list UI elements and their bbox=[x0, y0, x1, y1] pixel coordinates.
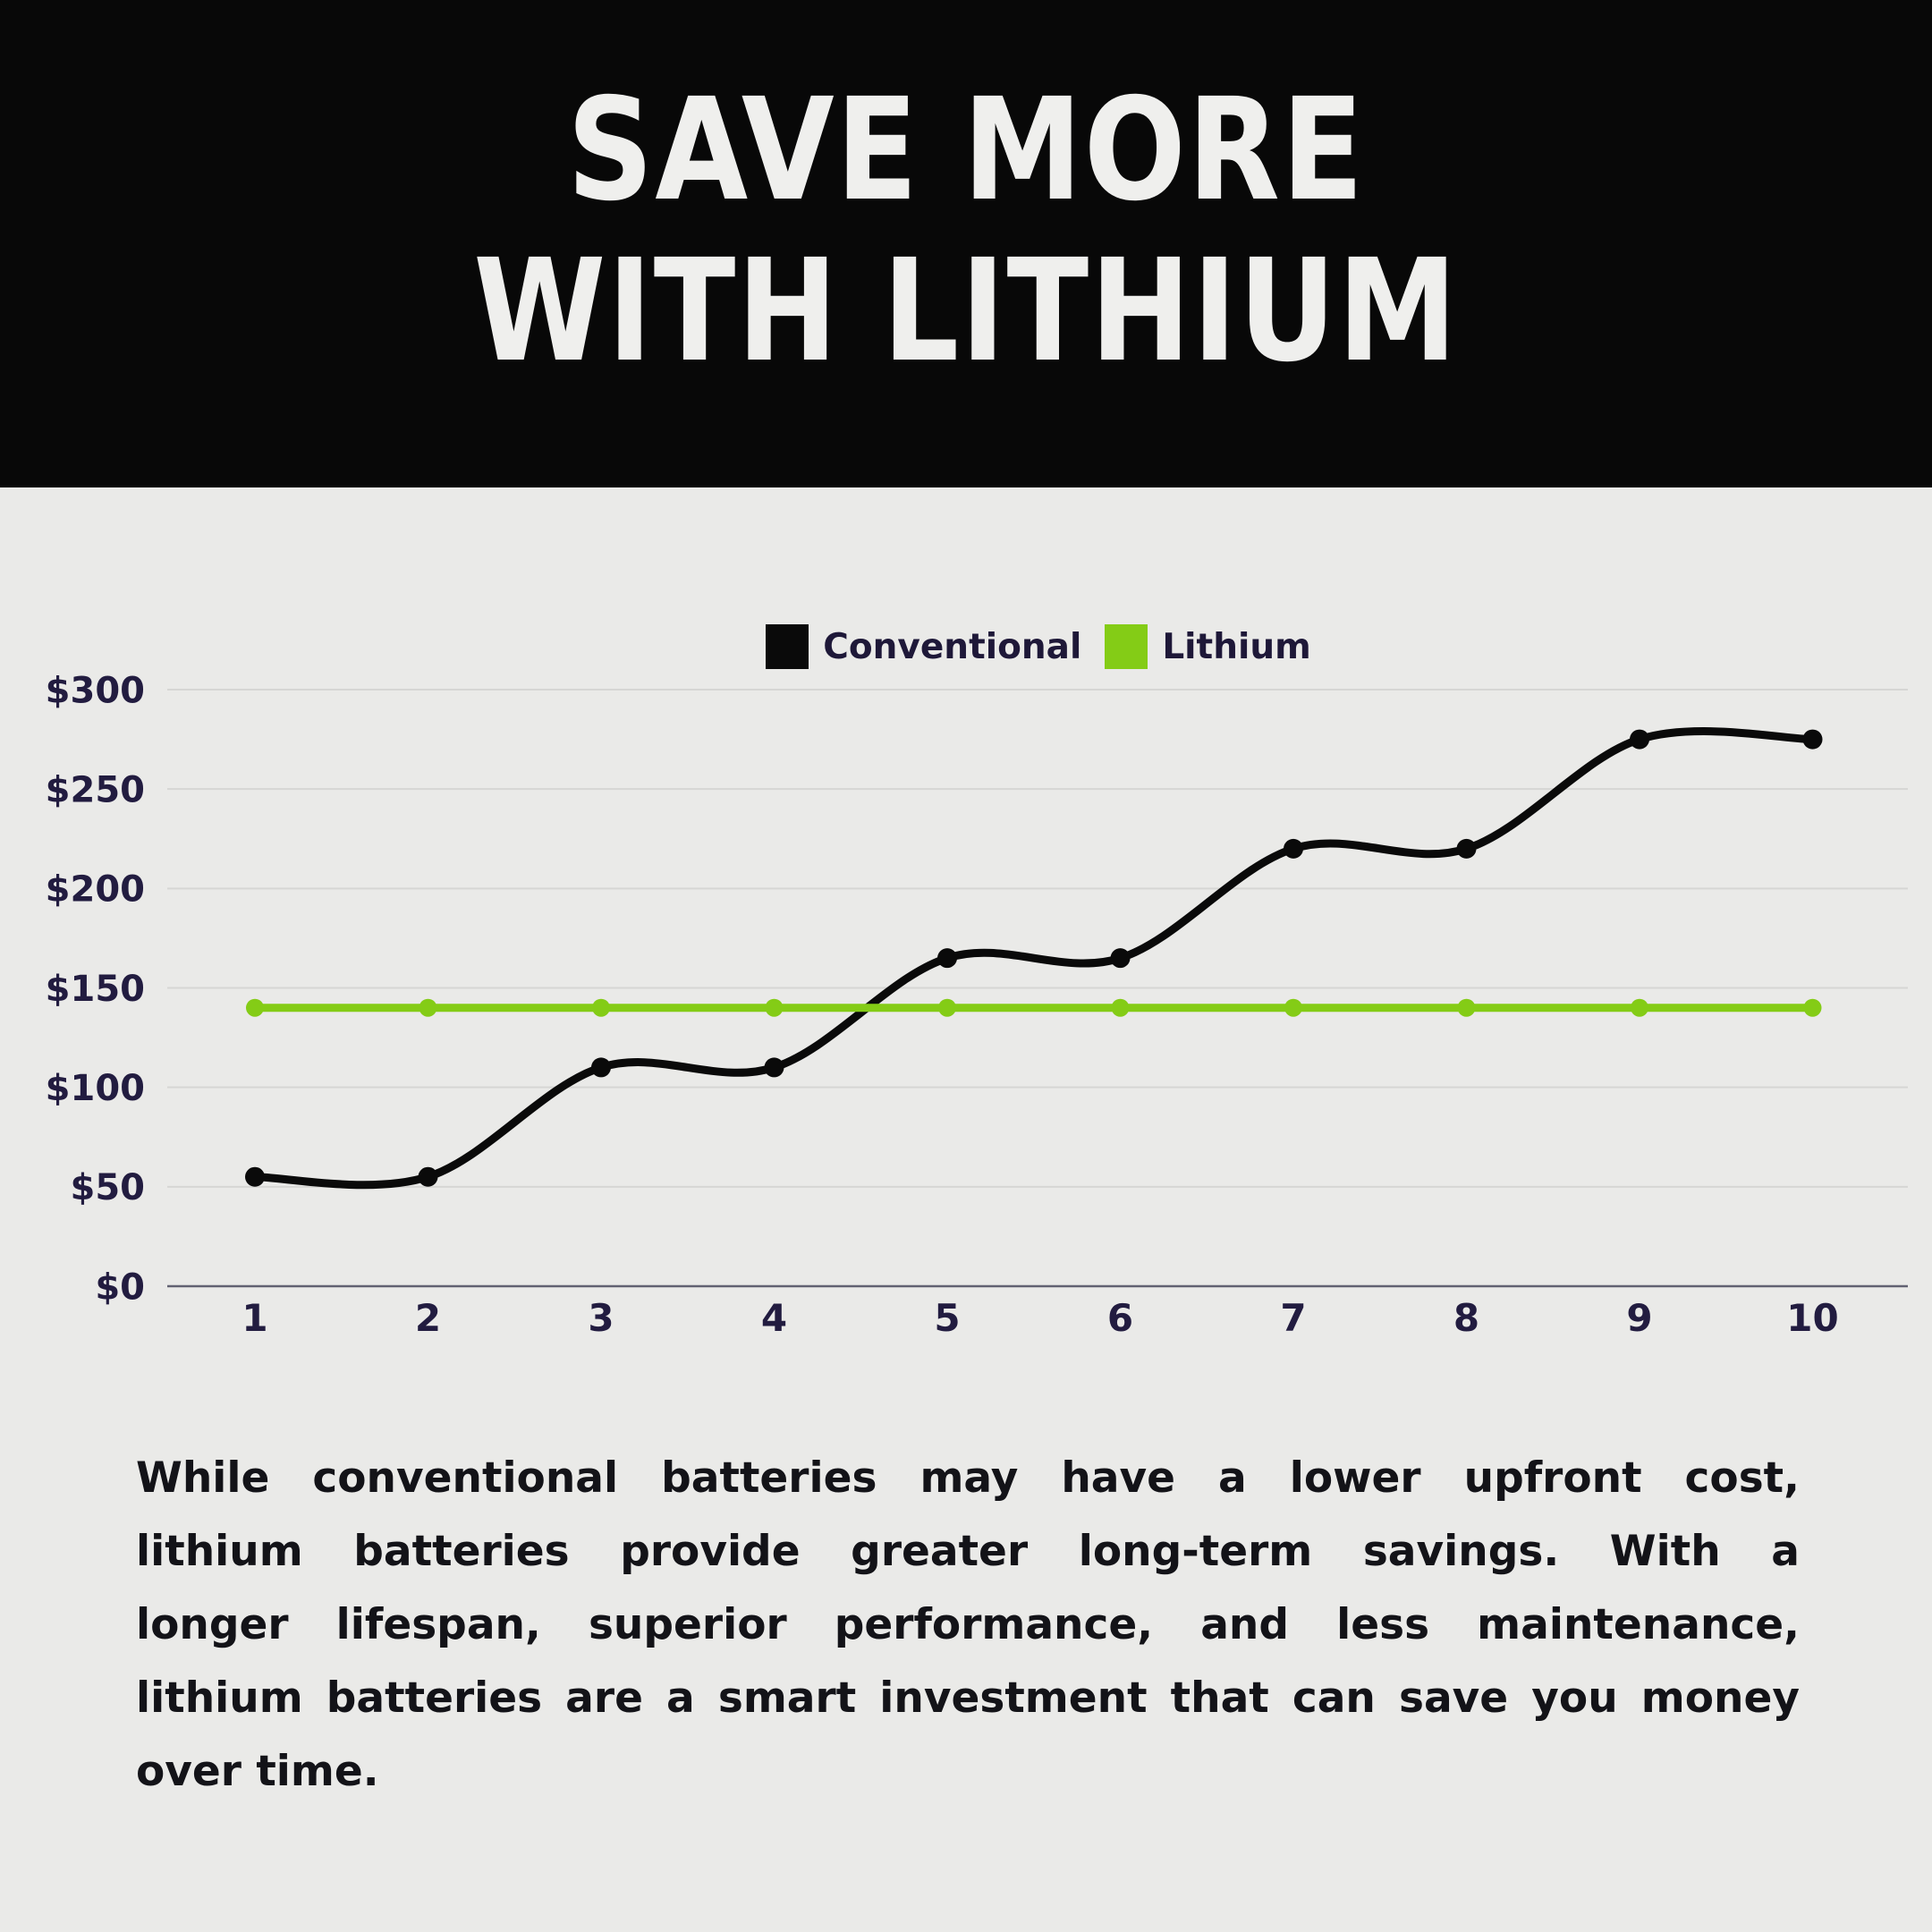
x-axis-label: 4 bbox=[761, 1296, 787, 1340]
conventional-data-point bbox=[1456, 838, 1477, 859]
page-title: SAVE MORE WITH LITHIUM bbox=[145, 70, 1787, 392]
conventional-data-point bbox=[245, 1166, 265, 1187]
body-line-1: While conventional batteries may have a … bbox=[136, 1453, 1800, 1503]
conventional-data-point bbox=[1630, 729, 1649, 750]
x-axis-label: 9 bbox=[1626, 1296, 1652, 1340]
lithium-data-point bbox=[938, 998, 956, 1017]
conventional-swatch bbox=[766, 624, 809, 669]
y-axis-label: $50 bbox=[71, 1167, 146, 1208]
x-axis-label: 2 bbox=[415, 1296, 441, 1340]
y-axis-label: $250 bbox=[46, 770, 145, 811]
header-banner: SAVE MORE WITH LITHIUM bbox=[0, 0, 1932, 487]
lithium-data-point bbox=[246, 998, 264, 1017]
x-axis-label: 7 bbox=[1280, 1296, 1306, 1340]
lithium-swatch bbox=[1105, 624, 1148, 669]
legend-item-lithium: Lithium bbox=[1105, 624, 1311, 669]
body-line-5: over time. bbox=[136, 1747, 379, 1796]
lithium-data-point bbox=[1111, 998, 1130, 1017]
x-axis-label: 3 bbox=[588, 1296, 614, 1340]
y-axis-label: $300 bbox=[46, 670, 145, 711]
body-paragraph: While conventional batteries may have a … bbox=[136, 1442, 1800, 1809]
title-line-1: SAVE MORE bbox=[566, 68, 1366, 233]
body-line-2: lithium batteries provide greater long-t… bbox=[136, 1527, 1800, 1576]
x-axis-label: 6 bbox=[1107, 1296, 1133, 1340]
x-axis-label: 1 bbox=[242, 1296, 267, 1340]
title-line-2: WITH LITHIUM bbox=[473, 229, 1459, 394]
lithium-data-point bbox=[1803, 998, 1822, 1017]
chart-legend: Conventional Lithium bbox=[0, 624, 1932, 669]
conventional-line bbox=[250, 727, 1817, 1190]
lithium-data-point bbox=[592, 998, 610, 1017]
x-axis-label: 8 bbox=[1453, 1296, 1479, 1340]
conventional-data-point bbox=[1284, 838, 1303, 859]
conventional-data-point bbox=[937, 948, 957, 969]
legend-label-lithium: Lithium bbox=[1162, 626, 1311, 667]
legend-label-conventional: Conventional bbox=[823, 626, 1082, 667]
lithium-data-point bbox=[1284, 998, 1302, 1017]
x-axis-label: 10 bbox=[1786, 1296, 1838, 1340]
y-axis-label: $200 bbox=[46, 869, 145, 911]
lithium-data-point bbox=[765, 998, 784, 1017]
y-axis-label: $100 bbox=[46, 1068, 145, 1109]
body-line-4: lithium batteries are a smart investment… bbox=[136, 1674, 1800, 1723]
conventional-data-point bbox=[1802, 729, 1823, 750]
conventional-data-point bbox=[1110, 948, 1131, 969]
conventional-data-point bbox=[591, 1057, 611, 1078]
y-axis-label: $0 bbox=[95, 1267, 145, 1308]
conventional-data-point bbox=[418, 1166, 438, 1187]
y-axis-label: $150 bbox=[46, 969, 145, 1010]
lithium-data-point bbox=[1631, 998, 1648, 1017]
lithium-data-point bbox=[1457, 998, 1476, 1017]
x-axis-label: 5 bbox=[934, 1296, 960, 1340]
lithium-data-point bbox=[419, 998, 437, 1017]
legend-item-conventional: Conventional bbox=[766, 624, 1081, 669]
body-line-3: longer lifespan, superior performance, a… bbox=[136, 1600, 1800, 1649]
conventional-data-point bbox=[764, 1057, 784, 1078]
